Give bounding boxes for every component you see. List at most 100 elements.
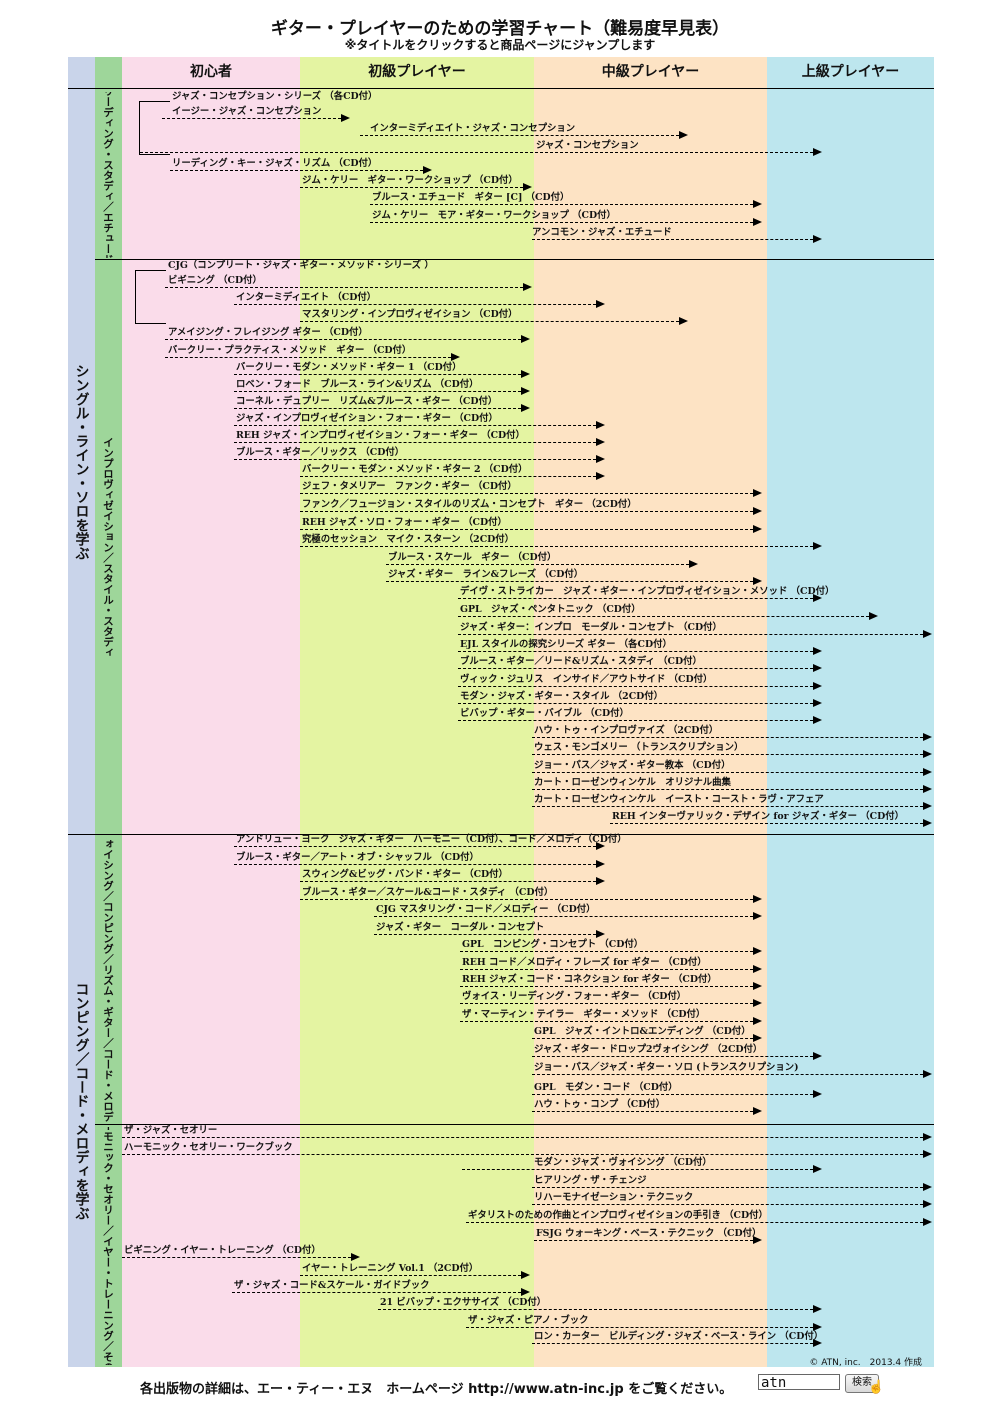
search-input[interactable]: atn (758, 1374, 840, 1391)
book-title-link[interactable]: ブルース・ギター／リード&リズム・スタディ （CD付） (460, 656, 702, 667)
book-title-link[interactable]: REH コード／メロディ・フレーズ for ギター （CD付） (462, 957, 707, 968)
book-title-link[interactable]: ジャズ・ギター コーダル・コンセプト (376, 922, 545, 933)
book-title-link[interactable]: バークリー・モダン・メソッド・ギター 1 （CD付） (236, 362, 462, 373)
book-title-link[interactable]: ジャズ・コンセプション・シリーズ （各CD付） (172, 91, 378, 102)
book-title-link[interactable]: ファンク／フュージョン・スタイルのリズム・コンセプト ギター （2CD付） (302, 499, 637, 510)
book-title-link[interactable]: ブルース・ギター／アート・オブ・シャッフル （CD付） (236, 852, 479, 863)
level-range-arrow (386, 577, 762, 585)
book-title-link[interactable]: カート・ローゼンウィンケル イースト・コースト・ラヴ・アフェア (534, 794, 824, 805)
book-title-link[interactable]: REH ジャズ・コード・コネクション for ギター （CD付） (462, 974, 717, 985)
book-title-link[interactable]: ビバップ・ギター・バイブル （CD付） (460, 708, 629, 719)
book-title-link[interactable]: ブルース・ギター／リックス （CD付） (236, 447, 405, 458)
book-title-link[interactable]: GPL ジャズ・ペンタトニック （CD付） (460, 604, 641, 615)
level-range-arrow (374, 912, 762, 920)
beginner-band (122, 57, 300, 1367)
book-title-link[interactable]: アンコモン・ジャズ・エチュード (532, 227, 672, 238)
book-title-link[interactable]: バークリー・プラクティス・メソッド ギター （CD付） (168, 345, 412, 356)
book-title-link[interactable]: REH ジャズ・インプロヴィゼイション・フォー・ギター （CD付） (236, 430, 525, 441)
level-range-arrow (532, 733, 932, 741)
book-title-link[interactable]: ジム・ケリー モア・ギター・ワークショップ （CD付） (372, 210, 616, 221)
book-title-link[interactable]: ビギニング・イヤー・トレーニング （CD付） (124, 1245, 321, 1256)
section-divider (95, 259, 934, 260)
book-title-link[interactable]: ジャズ・ギター：インプロ モーダル・コンセプト （CD付） (460, 622, 722, 633)
level-range-arrow (170, 166, 432, 174)
book-title-link[interactable]: リーディング・キー・ジャズ・リズム （CD付） (172, 158, 378, 169)
book-title-link[interactable]: リハーモナイゼーション・テクニック (534, 1192, 694, 1203)
level-range-arrow (532, 802, 932, 810)
book-title-link[interactable]: イージー・ジャズ・コンセプション (172, 106, 322, 117)
book-title-link[interactable]: ジョー・パス／ジャズ・ギター・ソロ (トランスクリプション) (534, 1062, 799, 1073)
level-range-arrow (458, 716, 822, 724)
book-title-link[interactable]: ヒアリング・ザ・チェンジ (534, 1175, 647, 1186)
book-title-link[interactable]: REH インターヴァリック・デザイン for ジャズ・ギター （CD付） (612, 811, 905, 822)
level-range-arrow (532, 1052, 822, 1060)
book-title-link[interactable]: バークリー・モダン・メソッド・ギター 2 （CD付） (302, 464, 528, 475)
section-divider (68, 88, 934, 89)
book-title-link[interactable]: ジェフ・タメリアー ファンク・ギター （CD付） (302, 481, 517, 492)
book-title-link[interactable]: ロン・カーター ビルディング・ジャズ・ベース・ライン （CD付） (534, 1331, 824, 1342)
book-title-link[interactable]: ヴィック・ジュリス インサイド／アウトサイド （CD付） (460, 674, 713, 685)
book-title-link[interactable]: CJG（コンプリート・ジャズ・ギター・メソッド・シリーズ ） (168, 260, 434, 271)
search-button[interactable]: 検索 (845, 1374, 879, 1393)
book-title-link[interactable]: 21 ビバップ・エクササイズ （CD付） (380, 1297, 547, 1308)
level-range-arrow (122, 1133, 932, 1141)
book-title-link[interactable]: 究極のセッション マイク・スターン （2CD付） (302, 534, 515, 545)
book-title-link[interactable]: デイヴ・ストライカー ジャズ・ギター・インプロヴィゼイション・メソッド （CD付… (460, 586, 835, 597)
book-title-link[interactable]: ジャズ・インプロヴィゼイション・フォー・ギター （CD付） (236, 413, 498, 424)
book-title-link[interactable]: ヴォイス・リーディング・フォー・ギター （CD付） (462, 991, 687, 1002)
book-title-link[interactable]: GPL コンピング・コンセプト （CD付） (462, 939, 644, 950)
level-range-arrow (532, 768, 932, 776)
level-range-arrow (300, 542, 822, 550)
book-title-link[interactable]: アメイジング・フレイジング ギター （CD付） (168, 327, 368, 338)
level-range-arrow (532, 785, 932, 793)
book-title-link[interactable]: ハーモニック・セオリー・ワークブック (124, 1142, 293, 1153)
book-title-link[interactable]: ザ・ジャズ・コード&スケール・ガイドブック (234, 1280, 430, 1291)
book-title-link[interactable]: インターミディエイト・ジャズ・コンセプション (370, 123, 576, 134)
level-range-arrow (466, 1218, 932, 1226)
book-title-link[interactable]: ギタリストのための作曲とインプロヴィゼイションの手引き （CD付） (468, 1210, 768, 1221)
book-title-link[interactable]: ブルース・ギター／スケール&コード・スタディ （CD付） (302, 887, 554, 898)
book-title-link[interactable]: CJG マスタリング・コード／メロディー （CD付） (376, 904, 596, 915)
book-title-link[interactable]: ジャズ・ギター ライン&フレーズ （CD付） (388, 569, 584, 580)
book-title-link[interactable]: イヤー・トレーニング Vol.1 （2CD付） (302, 1263, 479, 1274)
level-range-arrow (234, 860, 605, 868)
level-range-arrow (300, 877, 605, 885)
book-title-link[interactable]: REH ジャズ・ソロ・フォー・ギター （CD付） (302, 517, 507, 528)
book-title-link[interactable]: コーネル・デュプリー リズム&ブルース・ギター （CD付） (236, 396, 498, 407)
book-title-link[interactable]: ザ・マーティン・テイラー ギター・メソッド （CD付） (462, 1009, 706, 1020)
level-range-arrow (532, 1183, 932, 1191)
level-range-arrow (162, 114, 350, 122)
book-title-link[interactable]: GPL ジャズ・イントロ&エンディング （CD付） (534, 1026, 751, 1037)
book-title-link[interactable]: ビギニング （CD付） (168, 275, 262, 286)
level-range-arrow (458, 630, 932, 638)
book-title-link[interactable]: ハウ・トゥ・インプロヴァイズ （2CD付） (534, 725, 719, 736)
book-title-link[interactable]: ジャズ・ギター・ドロップ2ヴォイシング （2CD付） (534, 1044, 763, 1055)
book-title-link[interactable]: ジャズ・コンセプション (536, 140, 639, 151)
book-title-link[interactable]: スウィング&ビッグ・バンド・ギター （CD付） (302, 869, 508, 880)
book-title-link[interactable]: インターミディエイト （CD付） (236, 292, 377, 303)
book-title-link[interactable]: ザ・ジャズ・セオリー (124, 1125, 218, 1136)
book-title-link[interactable]: モダン・ジャズ・ギター・スタイル （2CD付） (460, 691, 664, 702)
book-title-link[interactable]: ブルース・エチュード ギター [C] （CD付） (372, 192, 570, 203)
book-title-link[interactable]: アンドリュー・ヨーク ジャズ・ギター ハーモニー（CD付）、コード／メロディ（C… (236, 834, 627, 845)
level-range-arrow (532, 1034, 762, 1042)
book-title-link[interactable]: モダン・ジャズ・ヴォイシング （CD付） (534, 1157, 712, 1168)
book-title-link[interactable]: ジョー・パス／ジャズ・ギター教本 （CD付） (534, 760, 731, 771)
book-title-link[interactable]: ブルース・スケール ギター （CD付） (388, 552, 557, 563)
book-title-link[interactable]: ザ・ジャズ・ピアノ・ブック (468, 1315, 589, 1326)
level-range-arrow (460, 999, 762, 1007)
minor-section-label: ハーモニック・セオリー／イヤー・トレーニング／その他 (102, 1127, 114, 1365)
level-range-arrow (458, 594, 822, 602)
book-title-link[interactable]: GPL モダン・コード （CD付） (534, 1082, 678, 1093)
level-range-arrow (300, 317, 688, 325)
page-subtitle: ※タイトルをクリックすると商品ページにジャンプします (344, 38, 656, 52)
book-title-link[interactable]: ハウ・トゥ・コンプ （CD付） (534, 1099, 666, 1110)
book-title-link[interactable]: EJL スタイルの探究シリーズ ギター （各CD付） (460, 639, 672, 650)
book-title-link[interactable]: FSJG ウォーキング・ベース・テクニック （CD付） (536, 1228, 762, 1239)
book-title-link[interactable]: ウェス・モンゴメリー （トランスクリプション） (534, 742, 744, 753)
book-title-link[interactable]: マスタリング・インプロヴィゼイション （CD付） (302, 309, 518, 320)
book-title-link[interactable]: カート・ローゼンウィンケル オリジナル曲集 (534, 777, 731, 788)
book-title-link[interactable]: ロベン・フォード ブルース・ライン&リズム （CD付） (236, 379, 479, 390)
level-range-arrow (532, 1339, 822, 1347)
book-title-link[interactable]: ジム・ケリー ギター・ワークショップ （CD付） (302, 175, 518, 186)
